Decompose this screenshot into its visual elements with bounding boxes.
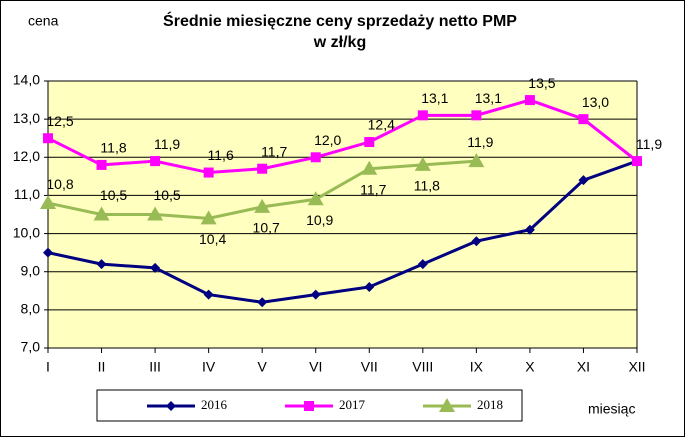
legend-marker: [304, 401, 314, 411]
data-label: 11,8: [414, 178, 440, 194]
y-tick-label: 10,0: [13, 224, 40, 240]
point: [417, 110, 428, 121]
data-label: 10,5: [100, 187, 127, 203]
point: [96, 159, 107, 170]
data-label: 10,5: [153, 187, 180, 203]
point: [307, 191, 324, 206]
x-tick-label: IX: [470, 359, 484, 375]
data-label: 11,8: [100, 140, 126, 156]
point: [150, 156, 161, 167]
y-tick-label: 13,0: [13, 110, 40, 126]
point: [203, 167, 214, 178]
point: [254, 198, 271, 213]
y-tick-label: 14,0: [13, 72, 40, 88]
legend-label: 2018: [477, 397, 503, 412]
x-tick-label: I: [46, 359, 50, 375]
point: [43, 247, 53, 258]
point: [578, 175, 589, 186]
point: [200, 210, 217, 225]
data-label: 11,9: [154, 136, 180, 152]
point: [40, 195, 56, 210]
x-tick-label: V: [258, 359, 268, 375]
data-label: 12,4: [368, 117, 395, 133]
x-tick-label: XII: [628, 359, 645, 375]
data-label: 10,9: [306, 212, 333, 228]
y-tick-label: 12,0: [13, 148, 40, 164]
series-line: [47, 159, 638, 304]
point: [471, 110, 482, 121]
data-label: 11,6: [208, 147, 234, 163]
data-label: 13,5: [528, 75, 555, 91]
point: [417, 259, 428, 270]
point: [93, 206, 110, 221]
y-tick-label: 7,0: [21, 339, 41, 355]
y-tick-label: 8,0: [21, 301, 41, 317]
point: [147, 206, 164, 221]
x-axis-label: miesiąc: [588, 401, 635, 417]
point: [524, 224, 535, 235]
data-label: 11,9: [467, 134, 493, 150]
data-label: 10,8: [46, 176, 73, 192]
point: [524, 95, 535, 106]
data-label: 12,5: [46, 113, 73, 129]
point: [257, 297, 268, 308]
legend-marker: [166, 401, 176, 411]
point: [257, 163, 268, 174]
x-tick-label: XI: [577, 359, 590, 375]
data-label: 12,0: [314, 132, 341, 148]
point: [310, 289, 321, 300]
y-tick-label: 9,0: [21, 262, 41, 278]
point: [361, 160, 378, 175]
x-tick-label: VI: [309, 359, 322, 375]
legend-marker: [439, 398, 455, 412]
point: [578, 114, 589, 125]
x-tick-label: VIII: [412, 359, 433, 375]
x-tick-label: IV: [202, 359, 216, 375]
data-label: 10,7: [253, 220, 280, 236]
point: [468, 153, 485, 168]
point: [203, 289, 214, 300]
data-label: 11,9: [636, 136, 662, 152]
series-line: [47, 98, 638, 175]
point: [43, 133, 53, 144]
data-label: 13,1: [421, 90, 448, 106]
point: [96, 259, 107, 270]
data-label: 13,0: [582, 94, 609, 110]
chart-subtitle: w zł/kg: [313, 34, 366, 51]
legend-label: 2016: [201, 397, 228, 412]
point: [414, 156, 431, 171]
x-tick-label: X: [525, 359, 535, 375]
y-tick-label: 11,0: [14, 186, 40, 202]
data-label: 13,1: [475, 90, 502, 106]
point: [364, 281, 375, 292]
x-tick-label: VII: [361, 359, 378, 375]
point: [364, 137, 375, 148]
point: [471, 236, 482, 247]
point: [310, 152, 321, 163]
point: [150, 262, 161, 273]
point: [632, 156, 642, 167]
y-axis-label: cena: [28, 13, 59, 29]
x-tick-label: II: [98, 359, 106, 375]
data-label: 11,7: [360, 181, 386, 197]
x-tick-label: III: [149, 359, 161, 375]
chart-title: Średnie miesięczne ceny sprzedaży netto …: [163, 11, 517, 30]
data-label: 10,4: [199, 231, 226, 247]
legend-label: 2017: [339, 397, 366, 412]
data-label: 11,7: [261, 143, 287, 159]
